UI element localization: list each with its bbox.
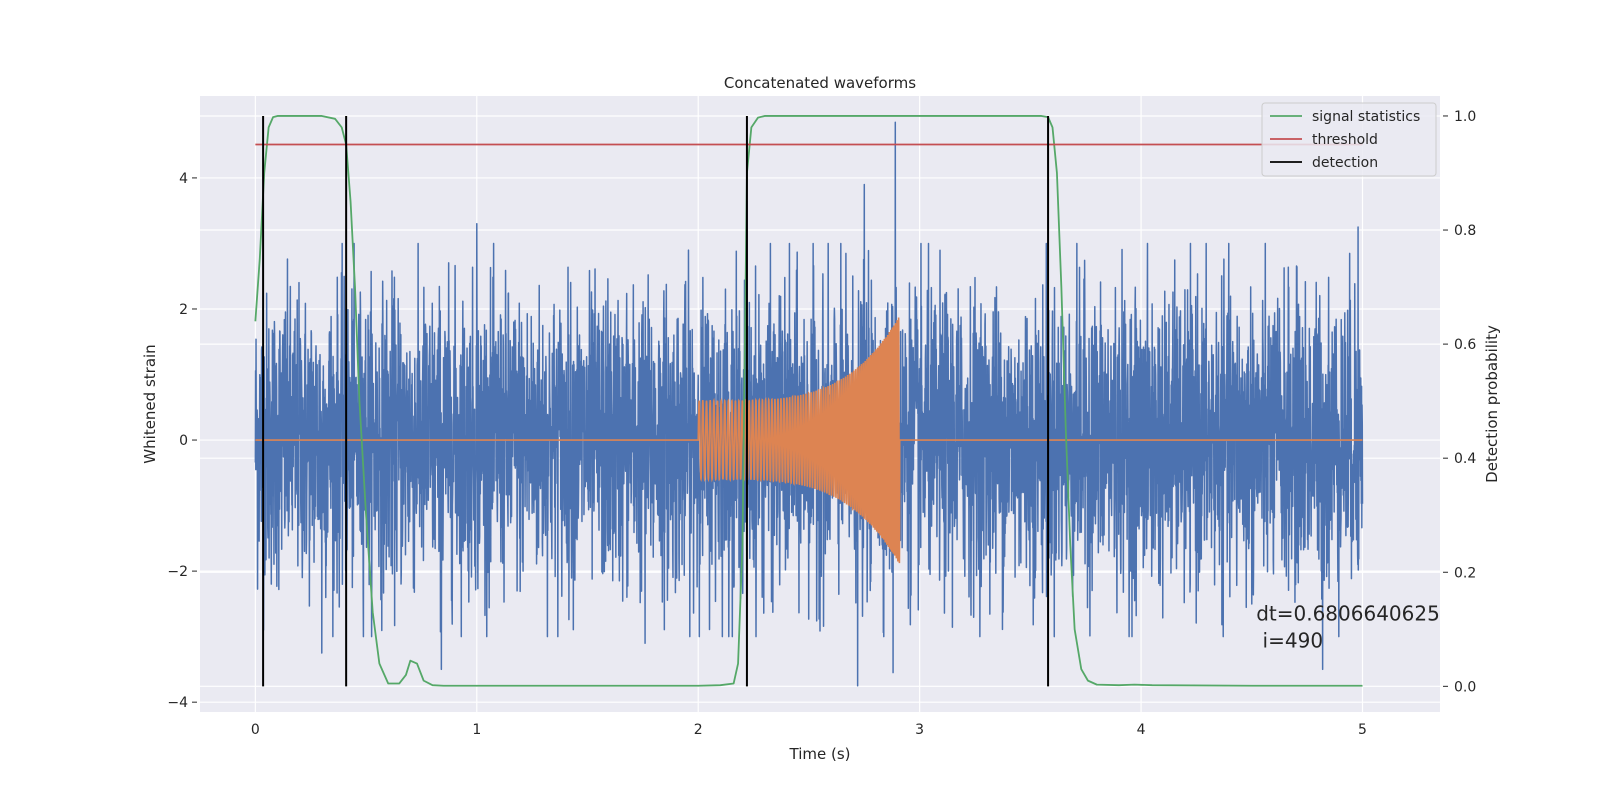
- legend: signal statistics threshold detection: [1261, 102, 1437, 177]
- legend-box: [1261, 102, 1437, 177]
- y2-tick-label: 1.0: [1454, 109, 1476, 125]
- legend-label-threshold: threshold: [1312, 132, 1378, 148]
- chart-title: Concatenated waveforms: [724, 74, 916, 92]
- x-axis-label: Time (s): [789, 745, 851, 763]
- tick-labels: 0 1 2 3 4 5 −4 −2 0 2 4 0.0 0.2 0.4 0.6 0.8 1.0: [167, 109, 1476, 738]
- y2-tick-label: 0.4: [1454, 451, 1476, 467]
- x-tick-label: 2: [694, 722, 703, 738]
- y2-tick-label: 0.0: [1454, 679, 1476, 695]
- y-tick-label: 0: [179, 433, 188, 449]
- x-tick-label: 0: [251, 722, 260, 738]
- signal-statistics-line: [254, 115, 1363, 687]
- annotation: dt=0.6806640625 i=490: [1256, 601, 1440, 652]
- y2-tick-label: 0.6: [1454, 337, 1476, 353]
- y-tick-label: 4: [179, 171, 188, 187]
- annotation-dt: dt=0.6806640625: [1256, 601, 1440, 625]
- y-tick-label: −4: [167, 695, 188, 711]
- chirp-waveform-line: [255, 317, 1363, 564]
- y-tick-label: −2: [167, 564, 188, 580]
- y-axis-label: Whitened strain: [141, 344, 159, 463]
- y-tick-label: 2: [179, 302, 188, 318]
- data-layer: [254, 115, 1364, 687]
- legend-label-signal-statistics: signal statistics: [1312, 109, 1420, 125]
- annotation-i: i=490: [1256, 628, 1323, 652]
- legend-label-detection: detection: [1312, 155, 1378, 171]
- x-tick-label: 3: [915, 722, 924, 738]
- x-tick-label: 4: [1137, 722, 1146, 738]
- x-tick-label: 1: [472, 722, 481, 738]
- y2-axis-label: Detection probability: [1483, 325, 1501, 483]
- y2-tick-label: 0.2: [1454, 565, 1476, 581]
- y2-tick-label: 0.8: [1454, 223, 1476, 239]
- x-tick-label: 5: [1358, 722, 1367, 738]
